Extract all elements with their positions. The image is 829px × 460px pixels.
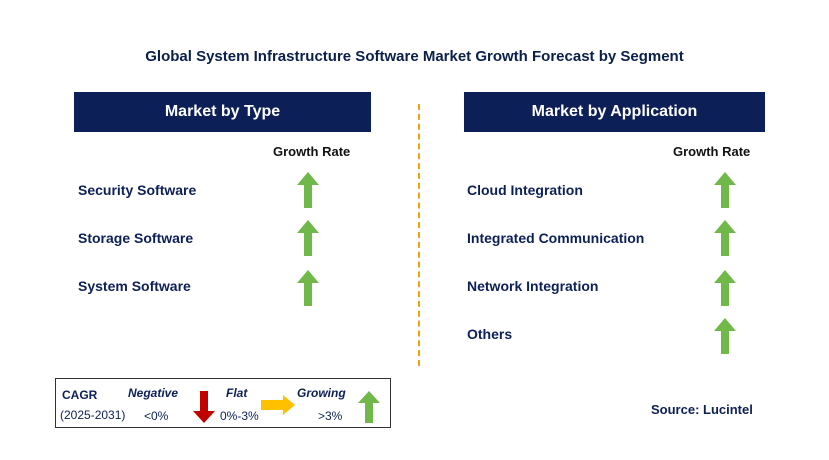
legend-flat-range: 0%-3% [220, 409, 259, 423]
up-arrow-icon [714, 220, 736, 256]
left-growth-rate-label: Growth Rate [273, 144, 351, 159]
up-arrow-icon [358, 391, 380, 423]
legend-flat-label: Flat [226, 386, 248, 400]
type-security-software: Security Software [78, 182, 197, 198]
right-arrow-icon [261, 395, 295, 415]
app-others: Others [467, 326, 513, 342]
app-cloud-integration: Cloud Integration [467, 182, 583, 198]
app-integrated-communication: Integrated Communication [467, 230, 645, 246]
legend-growing-label: Growing [297, 386, 346, 400]
source-note: Source: Lucintel [651, 402, 753, 417]
cagr-legend: CAGR (2025-2031) Negative <0% Flat 0%-3%… [55, 378, 391, 428]
up-arrow-icon [714, 172, 736, 208]
down-arrow-icon [193, 391, 215, 423]
up-arrow-icon [714, 318, 736, 354]
up-arrow-icon [297, 270, 319, 306]
up-arrow-icon [297, 172, 319, 208]
legend-negative-range: <0% [144, 409, 169, 423]
market-by-type-header: Market by Type [74, 92, 371, 132]
app-network-integration: Network Integration [467, 278, 599, 294]
right-growth-rate-label: Growth Rate [673, 144, 751, 159]
market-by-application-header: Market by Application [464, 92, 765, 132]
legend-growing-range: >3% [318, 409, 343, 423]
up-arrow-icon [297, 220, 319, 256]
legend-cagr: CAGR [62, 388, 98, 402]
legend-negative-label: Negative [128, 386, 179, 400]
panel-divider [418, 104, 420, 366]
up-arrow-icon [714, 270, 736, 306]
legend-period: (2025-2031) [60, 408, 126, 422]
chart-title: Global System Infrastructure Software Ma… [145, 48, 684, 65]
type-system-software: System Software [78, 278, 191, 294]
type-storage-software: Storage Software [78, 230, 194, 246]
